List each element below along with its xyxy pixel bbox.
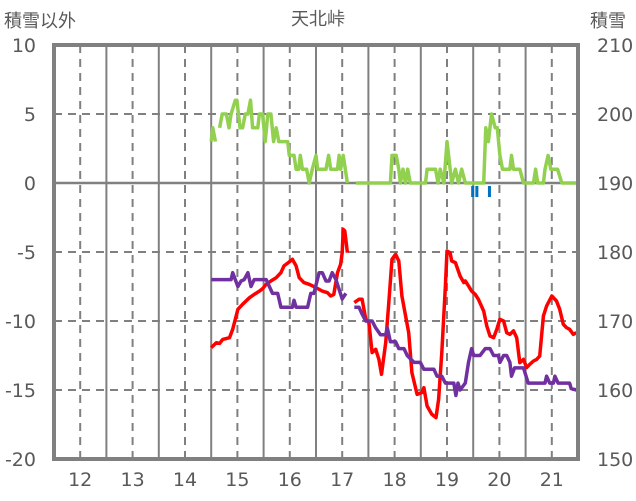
- chart-title: 天北峠: [291, 9, 345, 30]
- grid: [54, 45, 578, 459]
- x-tick-label: 20: [487, 469, 511, 491]
- y-left-tick-label: 10: [12, 35, 36, 57]
- x-tick-label: 21: [540, 469, 564, 491]
- x-tick-label: 13: [121, 469, 145, 491]
- x-tick-label: 14: [173, 469, 197, 491]
- series-layer: [209, 98, 578, 420]
- y-right-tick-label: 160: [597, 380, 633, 402]
- plot-border: [52, 43, 580, 461]
- x-tick-label: 17: [330, 469, 354, 491]
- y-left-tick-label: 0: [24, 173, 36, 195]
- x-tick-label: 19: [435, 469, 459, 491]
- y-right-tick-label: 200: [597, 104, 633, 126]
- y-axis-right-label: 積雪: [590, 11, 626, 32]
- y-left-tick-label: 5: [24, 104, 36, 126]
- series-line-purple: [211, 270, 577, 398]
- y-left-tick-label: -10: [5, 311, 36, 333]
- x-tick-label: 16: [278, 469, 302, 491]
- y-left-tick-label: -20: [5, 449, 36, 471]
- tick-labels: 12 13 14 15 16 17 18 19 20 21 10 5 0 -5 -10 -15 -20 210 20…: [5, 35, 633, 491]
- y-right-tick-label: 150: [597, 449, 633, 471]
- bar-blue-bars: [475, 186, 479, 198]
- x-tick-label: 12: [68, 469, 92, 491]
- bar-blue-bars: [487, 186, 491, 198]
- y-left-tick-label: -15: [5, 380, 36, 402]
- series-line-green: [209, 98, 577, 185]
- y-axis-left-label: 積雪以外: [4, 11, 76, 32]
- x-tick-label: 18: [383, 469, 407, 491]
- y-left-tick-label: -5: [17, 242, 36, 264]
- x-tick-label: 15: [225, 469, 249, 491]
- y-right-tick-label: 170: [597, 311, 633, 333]
- y-right-tick-label: 190: [597, 173, 633, 195]
- y-right-tick-label: 210: [597, 35, 633, 57]
- bar-blue-bars: [471, 186, 475, 198]
- y-right-tick-label: 180: [597, 242, 633, 264]
